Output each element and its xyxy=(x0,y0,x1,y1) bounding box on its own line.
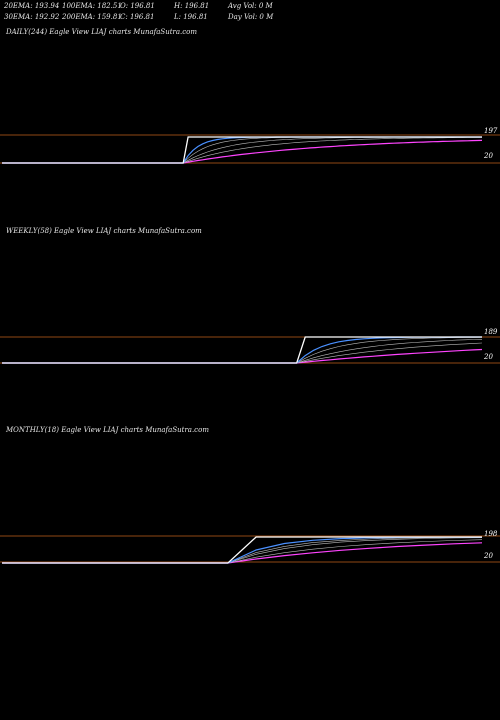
ema20-line xyxy=(2,136,482,164)
low-readout: L: 196.81 xyxy=(174,13,208,21)
high-readout: H: 196.81 xyxy=(174,2,210,10)
weekly-chart-title: WEEKLY(58) Eagle View LIAJ charts Munafa… xyxy=(6,227,202,235)
daily-chart-title: DAILY(244) Eagle View LIAJ charts Munafa… xyxy=(6,28,198,36)
y-tick-label-bottom: 20 xyxy=(483,353,493,361)
open-readout: O: 196.81 xyxy=(120,2,155,10)
close-readout: C: 196.81 xyxy=(120,13,155,21)
ema100-line xyxy=(2,539,483,564)
y-tick-label-top: 197 xyxy=(484,127,498,135)
price-line xyxy=(2,336,482,364)
ema200-readout: 200EMA: 159.81 xyxy=(62,13,122,21)
ema100-line xyxy=(2,342,483,364)
ema50-line xyxy=(2,136,482,164)
ema30-line xyxy=(2,136,482,164)
y-tick-label-bottom: 20 xyxy=(483,152,493,160)
y-tick-label-top: 189 xyxy=(484,328,498,336)
y-tick-label-bottom: 20 xyxy=(483,552,493,560)
weekly-chart: 189 20 xyxy=(0,328,500,364)
ema200-line xyxy=(2,348,483,364)
day-vol-readout: Day Vol: 0 M xyxy=(228,13,274,21)
ema100-line xyxy=(2,137,483,164)
daily-chart: 197 20 xyxy=(0,127,500,164)
avg-vol-readout: Avg Vol: 0 M xyxy=(228,2,273,10)
ema30-readout: 30EMA: 192.92 xyxy=(4,13,60,21)
y-tick-label-top: 198 xyxy=(484,530,498,538)
monthly-chart-title: MONTHLY(18) Eagle View LIAJ charts Munaf… xyxy=(6,426,209,434)
ema30-line xyxy=(2,337,483,364)
ema20-line xyxy=(2,336,482,364)
price-line xyxy=(2,136,482,164)
ema50-line xyxy=(2,339,483,364)
price-line xyxy=(2,536,482,564)
ema100-readout: 100EMA: 182.51 xyxy=(62,2,122,10)
monthly-chart: 198 20 xyxy=(0,530,500,564)
ema20-readout: 20EMA: 193.94 xyxy=(4,2,60,10)
